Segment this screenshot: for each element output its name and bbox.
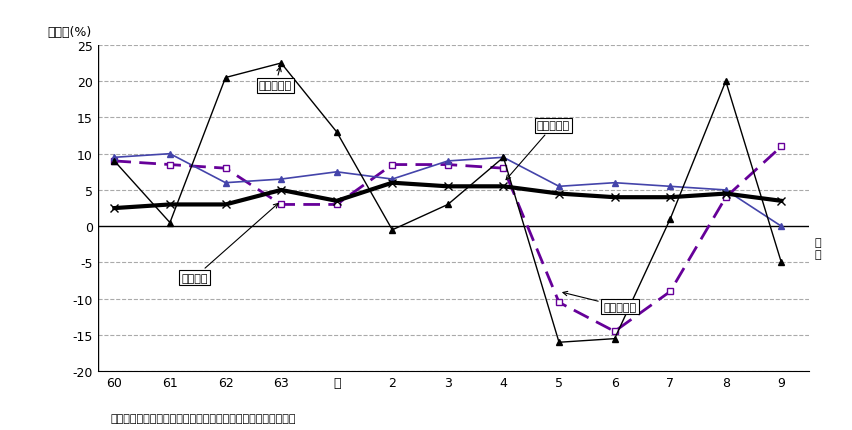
Text: （注）　各年度とも決算額による対前年度増減率を使用した。: （注） 各年度とも決算額による対前年度増減率を使用した。 (111, 413, 296, 424)
Text: 年
度: 年 度 (814, 237, 820, 259)
Text: 個人住民税: 個人住民税 (562, 292, 636, 312)
Text: 法人事業税: 法人事業税 (258, 68, 291, 91)
Text: 固定資産税: 固定資産税 (505, 121, 569, 180)
Y-axis label: 増減率(%): 増減率(%) (47, 26, 91, 39)
Text: 自動車税: 自動車税 (181, 204, 278, 283)
